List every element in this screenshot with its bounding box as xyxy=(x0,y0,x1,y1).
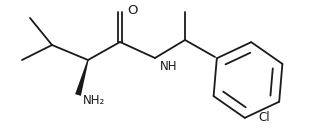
Text: NH: NH xyxy=(160,59,177,72)
Text: Cl: Cl xyxy=(259,111,270,124)
Text: O: O xyxy=(127,5,138,18)
Polygon shape xyxy=(75,60,89,96)
Text: NH₂: NH₂ xyxy=(83,94,105,107)
